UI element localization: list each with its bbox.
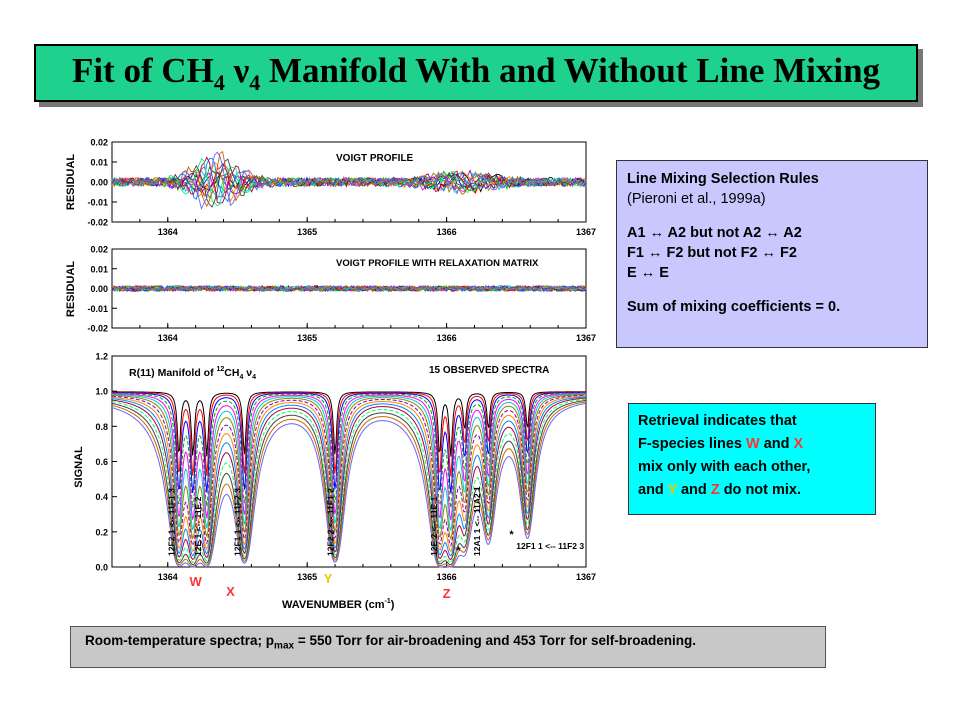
spectrum-series bbox=[111, 394, 586, 541]
x-tick-label: 1367 bbox=[576, 227, 596, 237]
spectrum-series bbox=[112, 391, 586, 477]
x-tick-label: 1367 bbox=[576, 572, 596, 582]
residual-series bbox=[111, 284, 587, 292]
spectrum-series bbox=[111, 402, 587, 568]
x-tick-label: 1367 bbox=[576, 333, 596, 343]
residual-voigt-panel: VOIGT PROFILE RESIDUAL 0.02 0.01 0.00 -0.01… bbox=[65, 138, 596, 238]
spectrum-series bbox=[111, 397, 587, 561]
spectrum-series bbox=[112, 391, 586, 494]
retrieval-line-4: and Y and Z do not mix. bbox=[638, 482, 802, 498]
peak-marker-y: Y bbox=[324, 571, 333, 586]
plot-panel: VOIGT PROFILE RESIDUAL 0.02 0.01 0.00 -0.01… bbox=[64, 132, 610, 614]
spectrum-series bbox=[111, 396, 587, 557]
rule-a: A1 ↔ A2 but not A2 ↔ A2 bbox=[627, 225, 802, 241]
x-tick-label: 1366 bbox=[437, 572, 457, 582]
spectrum-series bbox=[111, 401, 587, 567]
y-tick-label: -0.01 bbox=[87, 198, 108, 208]
transition-label: 12F2 1 <-- 11F1 3 bbox=[167, 488, 177, 556]
y-tick-label: -0.02 bbox=[87, 218, 108, 228]
y-tick-label: 0.8 bbox=[95, 422, 108, 432]
y-tick-label: 0.6 bbox=[95, 457, 108, 467]
x-tick-label: 1365 bbox=[297, 572, 317, 582]
spectrum-series bbox=[111, 394, 586, 547]
spectrum-series bbox=[111, 393, 586, 531]
residual-relax-label: VOIGT PROFILE WITH RELAXATION MATRIX bbox=[336, 258, 539, 269]
transition-label: 12F2 2 <-- 11F1 2 bbox=[326, 488, 336, 556]
peak-marker-x: X bbox=[226, 584, 235, 599]
star-label: * bbox=[456, 545, 461, 557]
plot-figure: VOIGT PROFILE RESIDUAL 0.02 0.01 0.00 -0.01… bbox=[65, 138, 596, 612]
side-transition-label: 12F1 1 <-- 11F2 3 bbox=[516, 541, 584, 551]
residual-series bbox=[111, 165, 587, 199]
y-tick-label: -0.02 bbox=[87, 324, 108, 334]
signal-ylabel: SIGNAL bbox=[73, 446, 85, 488]
transition-label: 12A1 1 <-- 11A2 1 bbox=[472, 486, 482, 556]
rule-e: E ↔ E bbox=[627, 265, 669, 281]
y-tick-label: 1.0 bbox=[95, 387, 108, 397]
x-tick-label: 1366 bbox=[437, 333, 457, 343]
residual-relax-panel: VOIGT PROFILE WITH RELAXATION MATRIX RES… bbox=[65, 245, 596, 344]
retrieval-line-1: Retrieval indicates that bbox=[638, 413, 797, 429]
y-tick-label: -0.01 bbox=[87, 304, 108, 314]
title-bar: Fit of CH4 ν4 Manifold With and Without … bbox=[34, 44, 918, 102]
transition-label: 12E 2 <-- 11E 1 bbox=[429, 496, 439, 556]
spectrum-series bbox=[111, 398, 587, 563]
x-tick-label: 1364 bbox=[158, 227, 178, 237]
y-tick-label: 0.00 bbox=[90, 178, 108, 188]
x-tick-label: 1365 bbox=[297, 333, 317, 343]
signal-panel: R(11) Manifold of 12CH4 ν4 15 OBSERVED S… bbox=[73, 352, 596, 612]
peak-marker-z: Z bbox=[443, 586, 451, 601]
retrieval-box: Retrieval indicates that F-species lines… bbox=[628, 403, 876, 515]
spectrum-series bbox=[111, 395, 587, 553]
y-tick-label: 0.02 bbox=[90, 138, 108, 148]
footer-note: Room-temperature spectra; pmax = 550 Tor… bbox=[70, 626, 826, 668]
rule-f: F1 ↔ F2 but not F2 ↔ F2 bbox=[627, 245, 797, 261]
retrieval-line-2: F-species lines W and X bbox=[638, 436, 804, 452]
rules-citation: (Pieroni et al., 1999a) bbox=[627, 191, 766, 207]
y-tick-label: 0.01 bbox=[90, 158, 108, 168]
peak-marker-w: W bbox=[190, 574, 203, 589]
residual-voigt-ylabel: RESIDUAL bbox=[65, 154, 77, 211]
residual-voigt-label: VOIGT PROFILE bbox=[336, 153, 414, 164]
transition-label: 12E 1 <-- 11E 2 bbox=[193, 496, 203, 556]
residual-series bbox=[111, 285, 587, 293]
spectrum-series bbox=[112, 391, 586, 457]
spectrum-series bbox=[111, 399, 587, 566]
retrieval-line-3: mix only with each other, bbox=[638, 459, 811, 475]
y-tick-label: 0.0 bbox=[95, 563, 108, 573]
residual-relax-ylabel: RESIDUAL bbox=[65, 261, 77, 318]
y-tick-label: 0.02 bbox=[90, 245, 108, 255]
x-tick-label: 1364 bbox=[158, 572, 178, 582]
selection-rules-box: Line Mixing Selection Rules (Pieroni et … bbox=[616, 160, 928, 348]
y-tick-label: 1.2 bbox=[95, 352, 108, 362]
x-tick-label: 1366 bbox=[437, 227, 457, 237]
x-tick-label: 1365 bbox=[297, 227, 317, 237]
rules-heading: Line Mixing Selection Rules bbox=[627, 171, 819, 187]
spectrum-series bbox=[112, 392, 586, 521]
signal-legend-text: 15 OBSERVED SPECTRA bbox=[429, 365, 549, 376]
transition-label: 12F1 1 <-- 11F2 3 bbox=[232, 488, 242, 556]
y-tick-label: 0.00 bbox=[90, 284, 108, 294]
star-label: * bbox=[509, 529, 514, 541]
rules-sum: Sum of mixing coefficients = 0. bbox=[627, 299, 841, 315]
y-tick-label: 0.01 bbox=[90, 264, 108, 274]
y-tick-label: 0.2 bbox=[95, 527, 108, 537]
page-title: Fit of CH4 ν4 Manifold With and Without … bbox=[71, 50, 881, 95]
spectrum-series bbox=[112, 392, 587, 509]
y-tick-label: 0.4 bbox=[95, 492, 108, 502]
residual-series bbox=[111, 151, 587, 210]
signal-xlabel: WAVENUMBER (cm-1) bbox=[282, 598, 395, 611]
signal-title: R(11) Manifold of 12CH4 ν4 bbox=[129, 366, 256, 381]
x-tick-label: 1364 bbox=[158, 333, 178, 343]
